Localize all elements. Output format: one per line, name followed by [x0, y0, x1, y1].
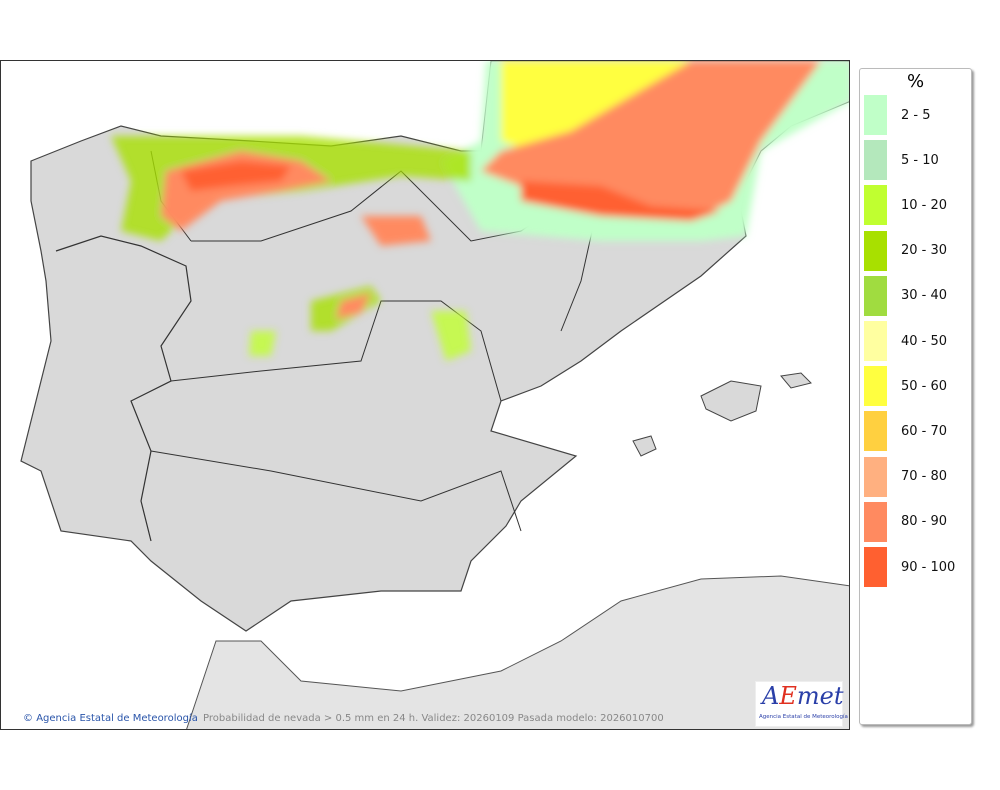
legend-label: 90 - 100: [901, 559, 956, 575]
legend-item: 20 - 30: [864, 230, 948, 271]
legend-swatch: [864, 456, 887, 497]
legend-label: 60 - 70: [901, 423, 948, 439]
legend-item: 70 - 80: [864, 456, 948, 497]
africa-land: [186, 575, 849, 729]
legend-label: 2 - 5: [901, 107, 931, 123]
legend-swatch: [864, 140, 887, 181]
legend-item: 5 - 10: [864, 140, 939, 181]
legend-label: 5 - 10: [901, 152, 939, 168]
map-canvas: [20, 61, 849, 729]
legend-item: 80 - 90: [864, 501, 948, 542]
legend-item: 2 - 5: [864, 95, 931, 135]
portugal-border: [55, 235, 192, 542]
legend-swatch: [864, 230, 887, 271]
map-caption: Probabilidad de nevada > 0.5 mm en 24 h.…: [203, 713, 664, 724]
legend-swatch: [864, 411, 887, 452]
legend-label: 40 - 50: [901, 333, 948, 349]
legend-label: 30 - 40: [901, 288, 948, 304]
legend-label: 10 - 20: [901, 197, 948, 213]
legend-item: 60 - 70: [864, 411, 948, 452]
legend-item: 90 - 100: [864, 547, 955, 587]
legend-item: 50 - 60: [864, 366, 948, 407]
legend-item: 10 - 20: [864, 185, 948, 226]
legend-item: 40 - 50: [864, 321, 947, 361]
legend-label: 20 - 30: [901, 243, 948, 259]
iberia-land: [20, 125, 747, 632]
logo-subtitle: Agencia Estatal de Meteorología: [759, 714, 848, 720]
legend-swatch: [864, 95, 887, 135]
legend-swatch: [864, 366, 887, 407]
legend: % 2 - 5 5 - 10 10 - 20 20 - 30 30 - 40 40 - 5…: [859, 68, 972, 725]
legend-title: %: [906, 71, 925, 92]
legend-swatch: [864, 275, 887, 316]
copyright-icon: ©: [23, 713, 33, 724]
balearic-islands: [632, 372, 812, 457]
aemet-logo: AEmet Agencia Estatal de Meteorología: [755, 681, 848, 727]
legend-swatch: [864, 501, 887, 542]
legend-swatch: [864, 547, 887, 587]
legend-label: 80 - 90: [901, 514, 948, 530]
legend-swatch: [864, 185, 887, 226]
legend-swatch: [864, 321, 887, 361]
snow-probability-overlay: [111, 61, 849, 361]
aemet-credit: © Agencia Estatal de Meteorología: [23, 713, 198, 724]
snow-probability-map: © Agencia Estatal de Meteorología Probab…: [0, 60, 850, 730]
credit-text: Agencia Estatal de Meteorología: [36, 713, 198, 724]
legend-label: 50 - 60: [901, 378, 948, 394]
logo-mark: AEmet: [762, 682, 844, 710]
legend-label: 70 - 80: [901, 469, 948, 485]
legend-item: 30 - 40: [864, 275, 948, 316]
